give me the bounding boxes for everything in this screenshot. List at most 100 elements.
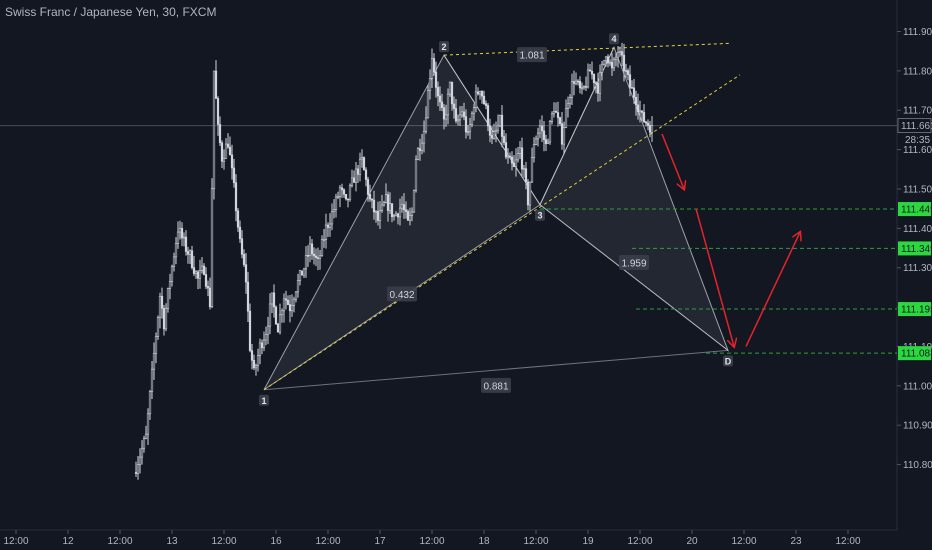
candle-body [486, 105, 490, 127]
candle-body [580, 87, 584, 90]
candle-body [560, 123, 564, 145]
candle-body [238, 226, 242, 240]
candle-body [550, 113, 554, 122]
candle-body [380, 204, 384, 211]
x-tick-label: 12:00 [835, 536, 860, 547]
point-label: 1 [261, 396, 266, 406]
candle-body [274, 306, 278, 325]
candle-body [302, 268, 306, 276]
x-tick-label: 18 [478, 536, 490, 547]
y-tick-label: 111.500 [903, 184, 932, 195]
pattern-point-d: D [723, 355, 733, 367]
candle-body [636, 104, 640, 113]
x-tick-label: 12:00 [315, 536, 340, 547]
candle-body [384, 194, 388, 203]
candle-body [542, 130, 546, 140]
point-label: 4 [611, 34, 616, 44]
candle-body [262, 339, 266, 349]
candle-body [172, 256, 176, 267]
candle-body [168, 281, 172, 289]
candle-body [406, 211, 410, 221]
candle-body [308, 243, 312, 256]
candle-body [536, 132, 540, 140]
target-price-badge: 111.349 [898, 241, 932, 256]
candle-body [216, 98, 220, 125]
candle-body [224, 143, 228, 159]
target-price-badge: 111.083 [898, 346, 932, 361]
candle-body [280, 310, 284, 316]
candle-body [574, 80, 578, 84]
candle-body [500, 114, 504, 137]
candle-body [316, 257, 320, 259]
candle-body [184, 236, 188, 252]
candle-body [510, 156, 514, 164]
candle-body [272, 292, 276, 308]
projection-arrow [745, 232, 800, 347]
candle-body [366, 179, 370, 195]
candle-body [278, 314, 282, 333]
candle-body [612, 59, 616, 69]
candle-body [300, 270, 304, 276]
point-label: D [725, 356, 732, 366]
candle-body [228, 146, 232, 156]
ratio-value: 1.959 [621, 258, 646, 269]
candle-body [484, 103, 488, 106]
candle-body [412, 189, 416, 213]
candle-body [622, 54, 626, 71]
pattern-point-b: 3 [535, 209, 545, 221]
candle-body [578, 80, 582, 89]
candle-body [464, 116, 468, 133]
candle-body [382, 202, 386, 206]
candle-body [388, 203, 392, 211]
ratio-value: 0.881 [483, 381, 508, 392]
candle-body [350, 177, 354, 186]
candle-body [540, 125, 544, 132]
y-tick-label: 111.600 [903, 145, 932, 156]
candle-body [170, 266, 174, 282]
candle-body [538, 125, 542, 134]
candle-body [566, 103, 570, 109]
candle-body [398, 207, 402, 218]
pattern-leg-xd [263, 349, 729, 391]
candle-body [242, 253, 246, 265]
candle-body [432, 58, 436, 73]
candle-body [496, 125, 500, 131]
candle-body [508, 155, 512, 158]
candle-body [436, 87, 440, 97]
candle-body [368, 194, 372, 200]
candle-body [514, 159, 518, 167]
candle-body [374, 211, 378, 213]
candle-body [176, 231, 180, 244]
candle-body [288, 304, 292, 312]
candle-body [470, 112, 474, 125]
x-tick-label: 23 [790, 536, 802, 547]
candle-body [138, 456, 142, 465]
candle-body [438, 95, 442, 103]
candle-body [178, 227, 182, 233]
candle-body [240, 238, 244, 255]
candle-body [518, 147, 522, 154]
candle-body [468, 124, 472, 133]
candle-body [632, 87, 636, 98]
candle-body [524, 168, 528, 183]
candle-body [648, 125, 652, 133]
candle-body [628, 74, 632, 88]
y-tick-label: 111.000 [903, 381, 932, 392]
candle-body [616, 52, 620, 58]
candle-body [344, 193, 348, 200]
candle-body [604, 56, 608, 61]
candle-body [416, 148, 420, 160]
candle-body [634, 96, 638, 106]
candle-body [214, 70, 218, 99]
candle-body [352, 177, 356, 183]
candle-body [396, 213, 400, 218]
y-tick-label: 111.900 [903, 27, 932, 38]
candle-body [156, 316, 160, 337]
candle-body [638, 110, 642, 113]
candle-body [200, 265, 204, 271]
chart-title: Swiss Franc / Japanese Yen, 30, FXCM [5, 5, 217, 19]
candle-body [576, 80, 580, 83]
candle-body [516, 153, 520, 161]
